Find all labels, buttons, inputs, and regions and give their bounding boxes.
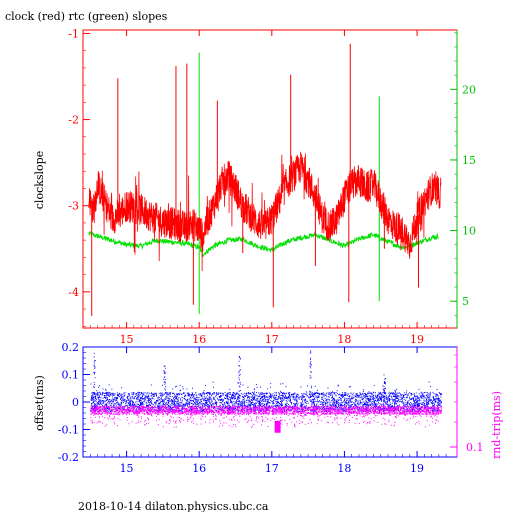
bottom-y-tick-label: 0.1 [62,369,80,382]
top-y-tick-label: -3 [68,200,79,213]
bottom-yr-tick-label: 0.1 [466,441,484,454]
bottom-y-tick-label: -0.1 [58,424,79,437]
footer-text: 2018-10-14 dilaton.physics.ubc.ca [78,500,269,512]
offset-spike [383,374,387,399]
top-yr-tick-label: 10 [462,225,476,238]
rndtrip-cluster [274,420,281,433]
bottom-panel: 15 16 17 18 190.20.10-0.1-0.20.1 offset(ms) … [33,341,503,475]
top-x-tick-label: 15 [120,333,134,346]
top-ylabel: clockslope [33,151,46,209]
offset-spike [163,365,167,401]
top-series [88,43,442,316]
rndtrip-scatter [90,405,442,428]
top-panel: 15 16 17 18 19 -1 -2 -3 -4 20 15 10 5 clockslope [33,27,476,346]
top-yr-tick-label: 15 [462,154,476,167]
bottom-ylabel-right: rnd-trip(ms) [490,391,503,459]
offset-spike [238,356,241,397]
bottom-x-tick-label: 19 [410,462,424,475]
top-x-tick-label: 16 [192,333,206,346]
top-y-tick-label: -4 [68,286,79,299]
rtc-series-line [88,230,439,257]
bottom-x-tick-label: 15 [120,462,134,475]
bottom-y-tick-label: -0.2 [58,451,79,464]
bottom-x-tick-label: 18 [337,462,351,475]
offset-spike [309,350,313,401]
top-axes: 15 16 17 18 19 -1 -2 -3 -4 20 15 10 5 [68,27,476,346]
top-yr-tick-label: 20 [462,83,476,96]
bottom-y-tick-label: 0 [72,396,79,409]
bottom-x-tick-label: 17 [265,462,279,475]
top-x-tick-label: 18 [337,333,351,346]
clock-series-line [88,151,442,272]
top-x-tick-label: 19 [410,333,424,346]
chart-title: clock (red) rtc (green) slopes [5,10,168,23]
top-yr-tick-label: 5 [462,295,469,308]
bottom-x-tick-label: 16 [192,462,206,475]
bottom-series [90,350,442,433]
bottom-ylabel: offset(ms) [33,375,46,431]
offset-spike [93,352,96,398]
top-x-tick-label: 17 [265,333,279,346]
bottom-axes: 15 16 17 18 19 0.2 0.1 0 -0.1 -0.2 0.1 [58,341,484,475]
bottom-y-tick-label: 0.2 [62,341,80,354]
top-y-tick-label: -2 [68,114,79,127]
top-y-tick-label: -1 [68,27,79,40]
